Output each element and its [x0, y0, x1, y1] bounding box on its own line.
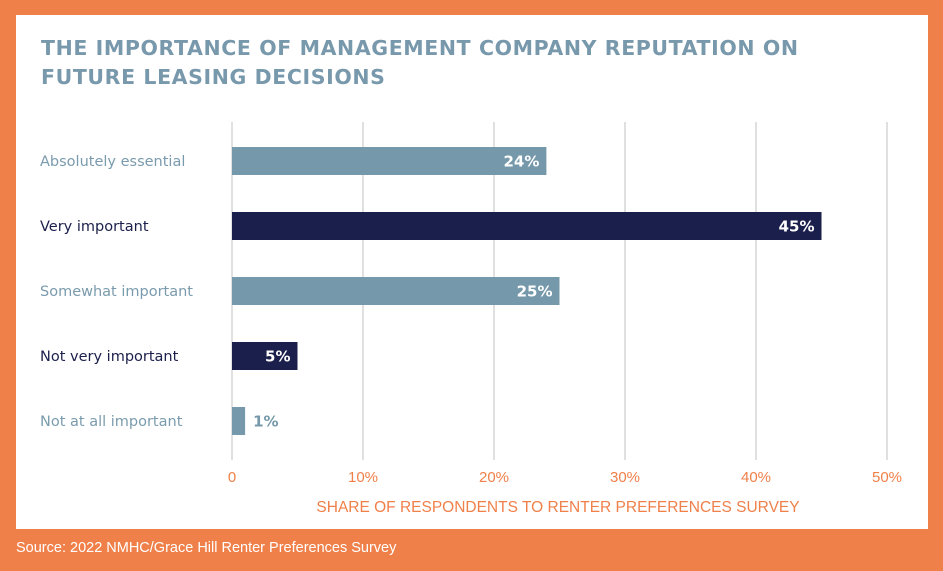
- bar: [232, 147, 547, 175]
- data-label: 5%: [265, 348, 290, 366]
- x-tick-label: 30%: [610, 469, 640, 486]
- chart-title: THE IMPORTANCE OF MANAGEMENT COMPANY REP…: [41, 36, 799, 89]
- x-tick-labels: 0 10% 20% 30% 40% 50%: [228, 469, 902, 486]
- data-label: 25%: [517, 283, 553, 301]
- bars: [232, 147, 822, 435]
- bar: [232, 212, 822, 240]
- x-tick-label: 10%: [348, 469, 378, 486]
- grid-lines: [231, 122, 888, 460]
- bar: [232, 407, 246, 435]
- x-tick-label: 0: [228, 469, 236, 486]
- category-label: Not very important: [40, 349, 179, 365]
- category-label: Not at all important: [40, 414, 183, 430]
- category-label: Very important: [40, 219, 149, 235]
- bar: [232, 342, 298, 370]
- x-tick-label: 20%: [479, 469, 509, 486]
- category-label: Absolutely essential: [40, 154, 185, 170]
- data-label: 24%: [503, 153, 539, 171]
- data-label: 45%: [779, 218, 815, 236]
- data-label: 1%: [253, 413, 278, 431]
- x-axis-label: SHARE OF RESPONDENTS TO RENTER PREFERENC…: [316, 499, 799, 516]
- x-tick-label: 40%: [741, 469, 771, 486]
- source-note: Source: 2022 NMHC/Grace Hill Renter Pref…: [16, 540, 397, 556]
- category-label: Somewhat important: [40, 284, 193, 300]
- category-labels: Absolutely essential Very important Somewh…: [40, 154, 193, 430]
- x-tick-label: 50%: [872, 469, 902, 486]
- chart-card: THE IMPORTANCE OF MANAGEMENT COMPANY REP…: [16, 15, 928, 529]
- bar: [232, 277, 560, 305]
- value-labels: 24% 45% 25% 5% 1%: [253, 153, 814, 431]
